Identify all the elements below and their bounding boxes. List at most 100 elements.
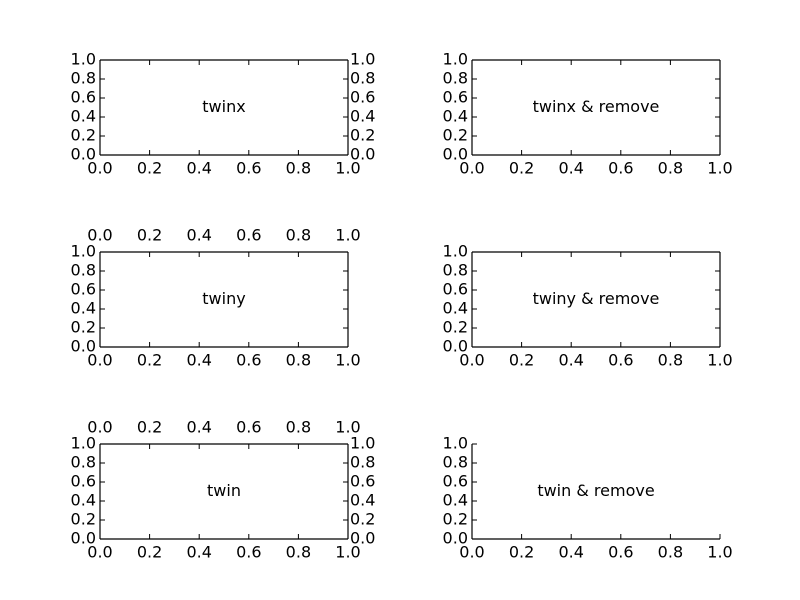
- subplot-label: twiny & remove: [533, 289, 660, 308]
- x-tick-label: 0.0: [87, 543, 112, 562]
- subplot-3: 0.00.00.20.20.40.40.60.60.80.81.01.00.00…: [71, 226, 361, 370]
- x-tick-label-top: 0.8: [286, 226, 311, 245]
- x-tick-label: 0.8: [658, 159, 683, 178]
- y-tick-label: 0.8: [71, 69, 96, 88]
- x-tick-label: 0.6: [608, 543, 633, 562]
- y-tick-label: 0.8: [71, 453, 96, 472]
- y-tick-label-right: 0.0: [350, 145, 375, 164]
- y-tick-label-right: 0.0: [350, 529, 375, 548]
- subplot-label: twiny: [202, 289, 245, 308]
- x-tick-label: 0.6: [608, 351, 633, 370]
- y-tick-label: 0.0: [71, 337, 96, 356]
- y-tick-label-right: 0.2: [350, 510, 375, 529]
- x-tick-label: 0.0: [87, 159, 112, 178]
- x-tick-label-top: 0.0: [87, 418, 112, 437]
- y-tick-label: 0.4: [443, 107, 468, 126]
- subplot-1: 0.0 0.2 0.4 0.6 0.8 1.00.0 0.00.2 0.20.4 0.40.6 0…: [71, 50, 376, 178]
- y-tick-label: 0.6: [443, 472, 468, 491]
- x-tick-label: 0.4: [558, 543, 583, 562]
- x-tick-label: 0.2: [509, 159, 534, 178]
- y-tick-label: 0.0: [71, 529, 96, 548]
- y-tick-label: 1.0: [443, 242, 468, 261]
- x-tick-label: 0.0: [459, 351, 484, 370]
- y-tick-label-right: 0.2: [350, 126, 375, 145]
- y-tick-label: 0.4: [443, 299, 468, 318]
- y-tick-label: 0.4: [71, 107, 96, 126]
- y-tick-label: 0.6: [443, 88, 468, 107]
- subplot-label: twin: [207, 481, 241, 500]
- subplot-5: 0.00.00.20.20.40.40.60.60.80.81.01.00.0 0…: [71, 418, 376, 562]
- y-tick-label: 1.0: [443, 434, 468, 453]
- y-tick-label-right: 0.8: [350, 453, 375, 472]
- x-tick-label: 0.6: [236, 543, 261, 562]
- x-tick-label: 0.4: [186, 543, 211, 562]
- y-tick-label-right: 0.8: [350, 69, 375, 88]
- x-tick-label: 0.8: [658, 543, 683, 562]
- x-tick-label: 0.2: [137, 543, 162, 562]
- x-tick-label-top: 0.8: [286, 418, 311, 437]
- x-tick-label-top: 0.6: [236, 418, 261, 437]
- x-tick-label: 0.2: [509, 543, 534, 562]
- x-tick-label: 0.8: [286, 159, 311, 178]
- x-tick-label: 1.0: [335, 159, 360, 178]
- x-tick-label: 0.4: [558, 351, 583, 370]
- x-tick-label: 1.0: [707, 543, 732, 562]
- y-tick-label: 0.2: [71, 126, 96, 145]
- x-tick-label-top: 0.4: [186, 226, 211, 245]
- y-tick-label: 0.8: [71, 261, 96, 280]
- x-tick-label: 0.8: [658, 351, 683, 370]
- y-tick-label: 0.6: [71, 472, 96, 491]
- x-tick-label-top: 0.0: [87, 226, 112, 245]
- y-tick-label: 1.0: [71, 242, 96, 261]
- y-tick-label: 0.0: [443, 337, 468, 356]
- y-tick-label: 1.0: [71, 434, 96, 453]
- y-tick-label: 0.2: [443, 318, 468, 337]
- x-tick-label: 0.2: [509, 351, 534, 370]
- y-tick-label-right: 0.4: [350, 107, 375, 126]
- y-tick-label-right: 1.0: [350, 434, 375, 453]
- y-tick-label: 0.6: [71, 280, 96, 299]
- x-tick-label: 0.6: [608, 159, 633, 178]
- y-tick-label: 1.0: [443, 50, 468, 69]
- y-tick-label-right: 0.6: [350, 472, 375, 491]
- x-tick-label: 0.6: [236, 159, 261, 178]
- subplot-label: twinx & remove: [533, 97, 660, 116]
- x-tick-label: 0.8: [286, 543, 311, 562]
- y-tick-label: 0.4: [71, 491, 96, 510]
- x-tick-label: 1.0: [707, 351, 732, 370]
- y-tick-label: 0.0: [71, 145, 96, 164]
- subplot-2: 0.0 0.2 0.4 0.6 0.8 1.00.00.20.40.60.81.0twin…: [443, 50, 733, 178]
- x-tick-label: 0.8: [286, 351, 311, 370]
- x-tick-label: 0.6: [236, 351, 261, 370]
- y-tick-label: 0.2: [71, 510, 96, 529]
- x-tick-label: 0.2: [137, 159, 162, 178]
- subplot-6: 0.0 0.2 0.4 0.6 0.8 1.00.00.20.40.60.81.0twin…: [443, 434, 733, 562]
- y-tick-label: 0.6: [71, 88, 96, 107]
- x-tick-label-top: 0.2: [137, 418, 162, 437]
- y-tick-label-right: 1.0: [350, 50, 375, 69]
- y-tick-label: 0.8: [443, 69, 468, 88]
- x-tick-label: 0.0: [87, 351, 112, 370]
- y-tick-label: 1.0: [71, 50, 96, 69]
- x-tick-label: 0.4: [558, 159, 583, 178]
- x-tick-label-top: 0.4: [186, 418, 211, 437]
- x-tick-label-top: 0.6: [236, 226, 261, 245]
- x-tick-label: 0.2: [137, 351, 162, 370]
- subplot-4: 0.0 0.2 0.4 0.6 0.8 1.00.00.20.40.60.81.0twin…: [443, 242, 733, 370]
- y-tick-label-right: 0.4: [350, 491, 375, 510]
- y-tick-label: 0.6: [443, 280, 468, 299]
- x-tick-label: 0.0: [459, 543, 484, 562]
- y-tick-label-right: 0.6: [350, 88, 375, 107]
- y-tick-label: 0.4: [71, 299, 96, 318]
- x-tick-label-top: 1.0: [335, 418, 360, 437]
- x-tick-label: 0.4: [186, 351, 211, 370]
- y-tick-label: 0.8: [443, 453, 468, 472]
- y-tick-label: 0.2: [71, 318, 96, 337]
- y-tick-label: 0.0: [443, 529, 468, 548]
- subplot-label: twin & remove: [537, 481, 654, 500]
- y-tick-label: 0.0: [443, 145, 468, 164]
- x-tick-label: 1.0: [335, 543, 360, 562]
- x-tick-label-top: 1.0: [335, 226, 360, 245]
- y-tick-label: 0.8: [443, 261, 468, 280]
